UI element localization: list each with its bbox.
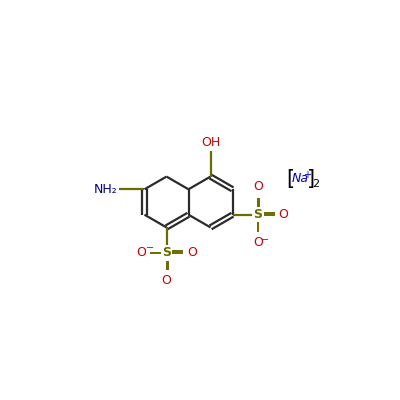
- Text: S: S: [162, 246, 171, 259]
- Text: O: O: [162, 274, 172, 287]
- Text: +: +: [303, 170, 311, 180]
- Text: 2: 2: [312, 178, 319, 188]
- Text: O: O: [187, 246, 197, 259]
- Text: [: [: [287, 169, 295, 189]
- Text: ]: ]: [307, 169, 315, 189]
- Text: S: S: [254, 208, 262, 221]
- Text: OH: OH: [201, 136, 220, 149]
- Text: O: O: [279, 208, 288, 221]
- Text: O: O: [253, 180, 263, 193]
- Text: O: O: [136, 246, 146, 259]
- Text: Na: Na: [292, 172, 309, 186]
- Text: NH₂: NH₂: [94, 183, 118, 196]
- Text: −: −: [146, 243, 154, 253]
- Text: −: −: [261, 235, 269, 245]
- Text: O: O: [253, 236, 263, 249]
